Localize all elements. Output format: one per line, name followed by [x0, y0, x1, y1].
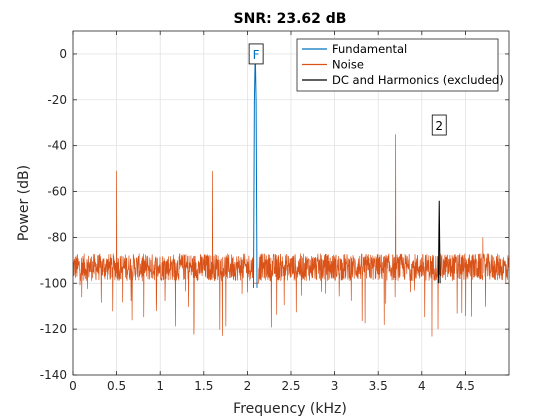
x-tick-label: 2 — [244, 379, 252, 393]
y-tick-label: 0 — [59, 47, 67, 61]
legend-box — [296, 38, 499, 92]
x-tick-label: 4 — [418, 379, 426, 393]
harmonic-marker-label: 2 — [435, 119, 443, 133]
fundamental-marker-box — [248, 43, 264, 65]
x-tick-label: 0 — [69, 379, 77, 393]
chart-title: SNR: 23.62 dB — [234, 11, 347, 27]
y-axis-label: Power (dB) — [16, 165, 32, 241]
y-tick-label: -80 — [47, 230, 67, 244]
harmonic-marker-box — [431, 114, 447, 136]
harmonic-trace — [437, 200, 441, 284]
y-tick-label: -40 — [47, 139, 67, 153]
x-tick-label: 3.5 — [369, 379, 388, 393]
y-tick-label: -140 — [40, 368, 67, 382]
y-tick-label: -120 — [40, 322, 67, 336]
x-tick-label: 2.5 — [281, 379, 300, 393]
x-tick-label: 0.5 — [107, 379, 126, 393]
x-tick-label: 4.5 — [456, 379, 475, 393]
x-axis-label: Frequency (kHz) — [233, 401, 347, 417]
legend-label: Fundamental — [332, 42, 407, 56]
y-tick-label: -60 — [47, 185, 67, 199]
noise-trace — [72, 134, 510, 337]
legend-label: DC and Harmonics (excluded) — [332, 73, 504, 87]
annotations: F2 — [248, 43, 447, 136]
axis-ticks: 0 0.5 1 1.5 2 2.5 3 3.5 4 4.5 -140 -120 -100 -80 -60 -4… — [40, 31, 509, 393]
noise-series — [72, 134, 510, 337]
fundamental-marker-label: F — [253, 48, 260, 62]
x-tick-label: 1 — [156, 379, 164, 393]
y-tick-label: -20 — [47, 93, 67, 107]
y-tick-label: -100 — [40, 276, 67, 290]
x-tick-label: 1.5 — [194, 379, 213, 393]
x-tick-label: 3 — [331, 379, 339, 393]
legend-label: Noise — [332, 58, 364, 72]
